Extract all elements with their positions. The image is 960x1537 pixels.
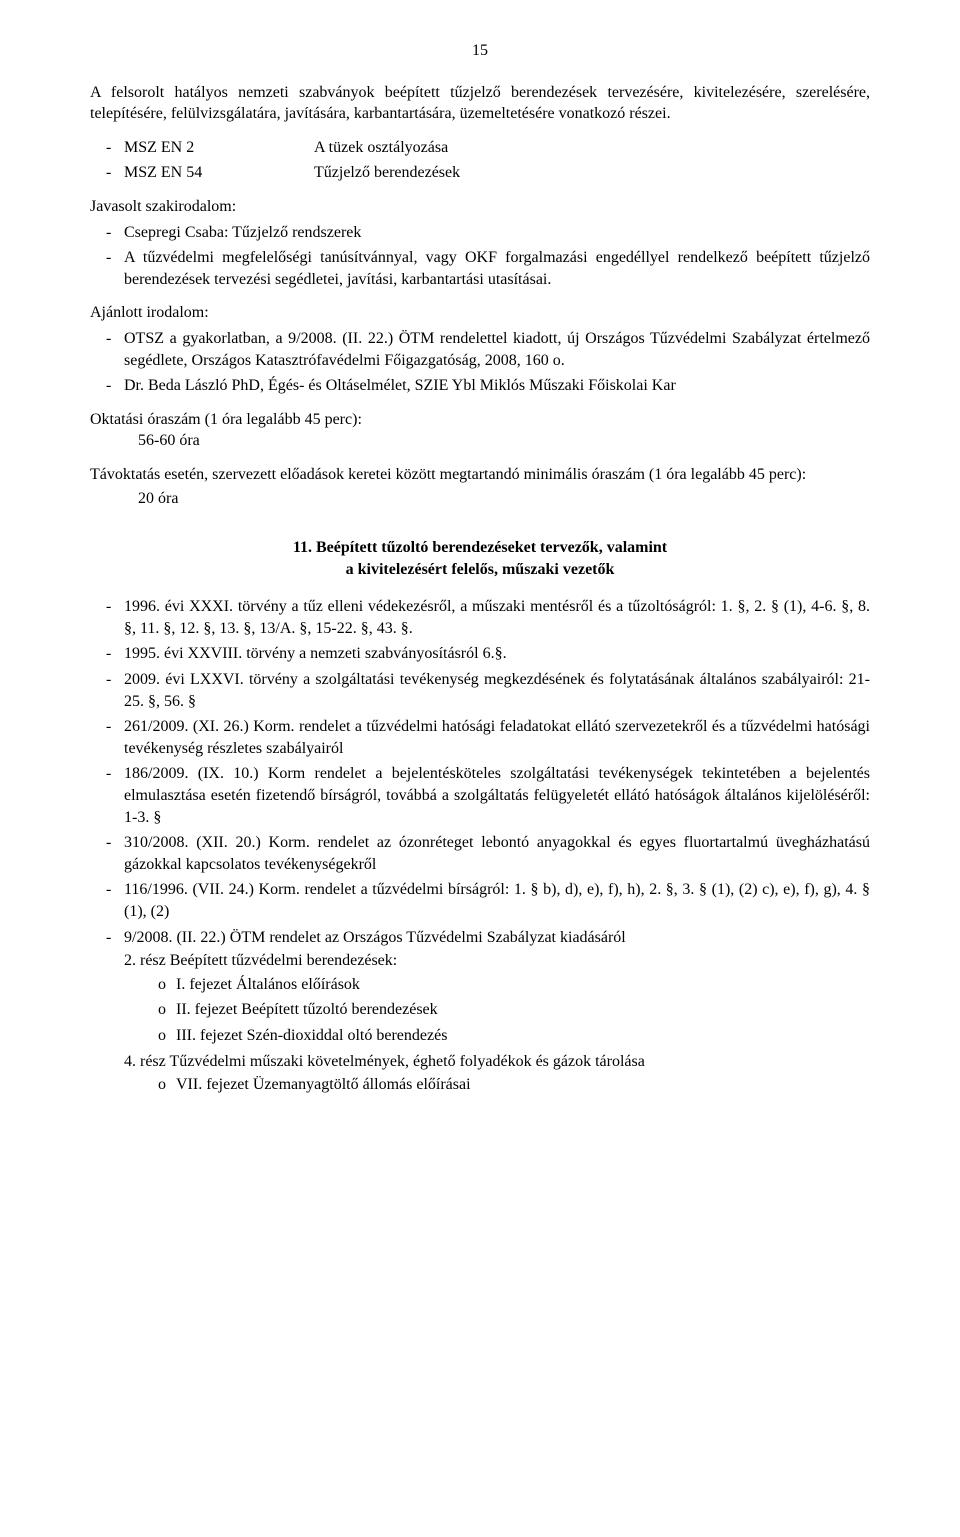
standard-code: MSZ EN 2 — [124, 137, 314, 159]
law-item: 261/2009. (XI. 26.) Korm. rendelet a tűz… — [90, 716, 870, 759]
teaching-hours-value: 56-60 óra — [90, 430, 870, 452]
suggested-item: A tűzvédelmi megfelelőségi tanúsítvánnya… — [90, 247, 870, 290]
laws-list: 1996. évi XXXI. törvény a tűz elleni véd… — [90, 596, 870, 1095]
standards-list: -MSZ EN 2A tüzek osztályozása -MSZ EN 54T… — [90, 137, 870, 184]
law-item: 2009. évi LXXVI. törvény a szolgáltatási… — [90, 669, 870, 712]
distance-hours-label: Távoktatás esetén, szervezett előadások … — [90, 464, 870, 486]
suggested-list: Csepregi Csaba: Tűzjelző rendszerek A tűz… — [90, 222, 870, 291]
recommended-label: Ajánlott irodalom: — [90, 302, 870, 324]
section-11-heading-line2: a kivitelezésért felelős, műszaki vezető… — [90, 559, 870, 581]
law-item: 9/2008. (II. 22.) ÖTM rendelet az Ország… — [90, 927, 870, 1096]
law-item: 1996. évi XXXI. törvény a tűz elleni véd… — [90, 596, 870, 639]
standard-desc: A tüzek osztályozása — [314, 137, 870, 159]
law-subitem: II. fejezet Beépített tűzoltó berendezés… — [124, 999, 870, 1021]
law-item: 186/2009. (IX. 10.) Korm rendelet a beje… — [90, 763, 870, 828]
recommended-item: Dr. Beda László PhD, Égés- és Oltáselmél… — [90, 375, 870, 397]
standard-code: MSZ EN 54 — [124, 162, 314, 184]
standard-desc: Tűzjelző berendezések — [314, 162, 870, 184]
page-number: 15 — [90, 40, 870, 62]
recommended-item: OTSZ a gyakorlatban, a 9/2008. (II. 22.)… — [90, 328, 870, 371]
section-11-heading: 11. Beépített tűzoltó berendezéseket ter… — [90, 537, 870, 580]
law-extra-line: 2. rész Beépített tűzvédelmi berendezése… — [124, 950, 870, 972]
law-subitem: VII. fejezet Üzemanyagtöltő állomás előí… — [124, 1074, 870, 1096]
intro-paragraph: A felsorolt hatályos nemzeti szabványok … — [90, 82, 870, 125]
law-sublist: I. fejezet Általános előírások II. fejeze… — [124, 974, 870, 1047]
standards-item: -MSZ EN 54Tűzjelző berendezések — [90, 162, 870, 184]
teaching-hours-label: Oktatási óraszám (1 óra legalább 45 perc… — [90, 409, 870, 431]
law-sublist: VII. fejezet Üzemanyagtöltő állomás előí… — [124, 1074, 870, 1096]
law-item: 1995. évi XXVIII. törvény a nemzeti szab… — [90, 643, 870, 665]
suggested-label: Javasolt szakirodalom: — [90, 196, 870, 218]
suggested-item: Csepregi Csaba: Tűzjelző rendszerek — [90, 222, 870, 244]
law-item: 116/1996. (VII. 24.) Korm. rendelet a tű… — [90, 879, 870, 922]
law-extra-line: 4. rész Tűzvédelmi műszaki követelmények… — [124, 1051, 870, 1073]
law-subitem: I. fejezet Általános előírások — [124, 974, 870, 996]
teaching-hours-block: Oktatási óraszám (1 óra legalább 45 perc… — [90, 409, 870, 452]
standards-item: -MSZ EN 2A tüzek osztályozása — [90, 137, 870, 159]
section-11-heading-line1: 11. Beépített tűzoltó berendezéseket ter… — [90, 537, 870, 559]
distance-hours-value: 20 óra — [90, 488, 870, 510]
recommended-list: OTSZ a gyakorlatban, a 9/2008. (II. 22.)… — [90, 328, 870, 397]
distance-hours-block: Távoktatás esetén, szervezett előadások … — [90, 464, 870, 509]
law-subitem: III. fejezet Szén-dioxiddal oltó berende… — [124, 1025, 870, 1047]
document-page: 15 A felsorolt hatályos nemzeti szabvány… — [0, 0, 960, 1168]
law-item: 310/2008. (XII. 20.) Korm. rendelet az ó… — [90, 832, 870, 875]
